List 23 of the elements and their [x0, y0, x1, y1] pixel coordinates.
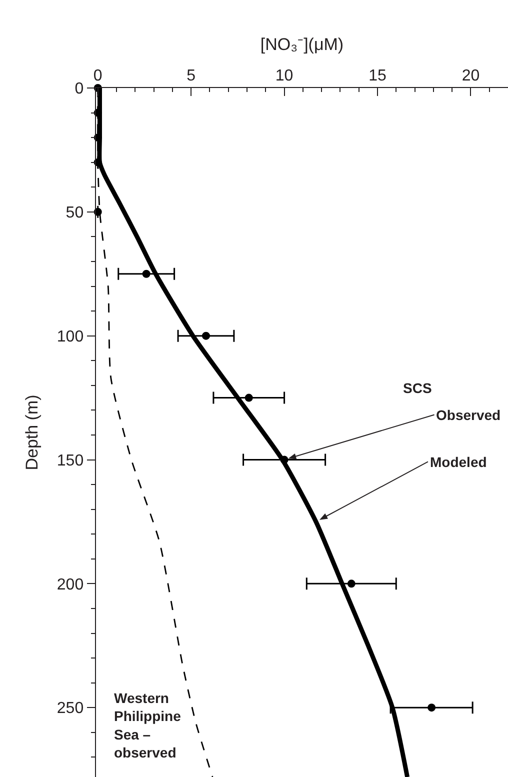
y-tick-label: 100 — [56, 328, 84, 346]
point — [244, 394, 253, 402]
point — [202, 332, 210, 340]
annotation: SCS — [403, 380, 432, 396]
x-tick-label: 20 — [462, 67, 480, 84]
y-tick-label: 250 — [56, 700, 84, 718]
point — [428, 704, 436, 712]
point — [280, 456, 288, 464]
y-tick-label: 150 — [56, 452, 84, 470]
y-axis-title: Depth (m) — [22, 394, 42, 470]
y-tick-label: 200 — [56, 576, 84, 594]
annotation: Observed — [436, 407, 501, 423]
x-tick-label: 5 — [186, 67, 196, 84]
y-tick-label: 50 — [66, 204, 84, 222]
x-tick-label: 10 — [275, 67, 294, 84]
annotation: Modeled — [430, 454, 487, 470]
x-axis-title: [NO₃⁻](μM) — [260, 35, 344, 54]
annotation: Western Philippine Sea – observed — [114, 690, 182, 761]
x-tick-label: 15 — [368, 67, 386, 84]
x-tick-label: 0 — [93, 67, 102, 84]
point — [347, 580, 356, 588]
point — [142, 270, 150, 278]
y-tick-label: 0 — [74, 80, 84, 98]
